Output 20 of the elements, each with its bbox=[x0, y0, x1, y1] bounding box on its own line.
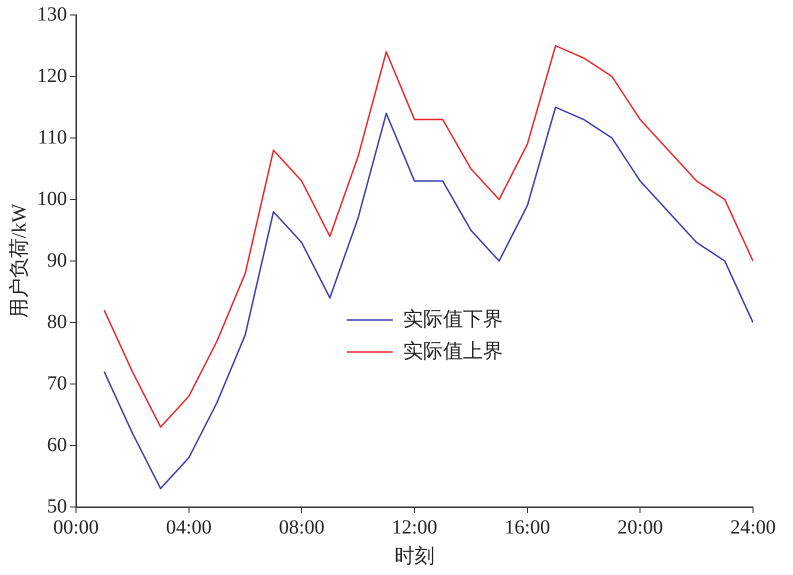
x-tick-label: 08:00 bbox=[278, 516, 324, 538]
y-tick-label: 70 bbox=[47, 372, 67, 394]
y-tick-label: 120 bbox=[37, 64, 67, 87]
x-tick-label: 24:00 bbox=[730, 516, 776, 538]
x-tick-label: 20:00 bbox=[617, 516, 663, 538]
x-tick-label: 00:00 bbox=[53, 516, 99, 538]
x-tick-label: 16:00 bbox=[504, 516, 550, 538]
y-tick-label: 80 bbox=[47, 310, 67, 333]
y-tick-label: 110 bbox=[38, 126, 67, 148]
x-tick-label: 12:00 bbox=[392, 516, 438, 538]
y-tick-label: 130 bbox=[37, 3, 67, 26]
y-tick-label: 90 bbox=[47, 249, 67, 272]
x-axis-title: 时刻 bbox=[394, 545, 434, 568]
y-tick-label: 60 bbox=[47, 434, 67, 456]
legend-label: 实际值下界 bbox=[402, 308, 503, 330]
x-tick-label: 04:00 bbox=[166, 516, 212, 538]
legend-label: 实际值上界 bbox=[402, 340, 503, 362]
y-tick-label: 50 bbox=[47, 495, 67, 518]
y-tick-label: 100 bbox=[37, 188, 67, 210]
y-axis-title: 用户负荷/kW bbox=[8, 204, 30, 318]
